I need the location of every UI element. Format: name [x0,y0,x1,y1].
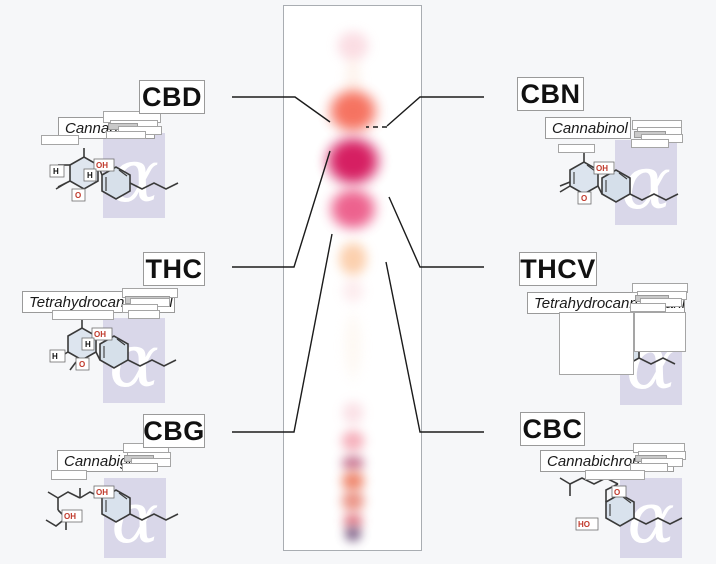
ghost-box-cbd-5 [106,131,146,139]
molecule-cbn: OH O [556,152,701,216]
ghost-box-cbc-5 [630,463,668,472]
molecule-cbc: O HO [548,470,698,542]
ghost-box-cbg-5 [122,463,158,472]
ghost-box-thcv-7 [634,312,686,352]
ghost-box-thcv-6 [559,312,634,375]
ghost-box-cbn-6 [558,144,595,153]
code-box-cbd[interactable]: CBD [139,80,205,114]
ghost-box-cbd-6 [41,135,79,145]
ghost-box-thc-5 [128,310,160,319]
molecule-cbd: OH H H O [46,145,191,215]
ghost-box-cbc-6 [585,470,645,480]
svg-text:O: O [79,360,85,369]
tlc-spot-THC-spot [335,239,370,279]
tlc-lane [284,6,421,550]
molecule-thc: OH H H O [46,318,191,380]
svg-text:O: O [581,194,587,203]
tlc-plate [283,5,422,551]
tlc-spot-THCV-spot [325,185,380,233]
svg-text:O: O [75,191,81,200]
name-box-cbn: Cannabinol [545,117,631,139]
ghost-box-cbn-5 [631,139,669,148]
code-box-cbn[interactable]: CBN [517,77,584,111]
ghost-box-cbg-6 [51,470,87,480]
tlc-spot-CBC-band [339,399,366,427]
code-box-cbc[interactable]: CBC [520,412,585,446]
svg-text:HO: HO [578,520,590,529]
tlc-spot-pale-streak [341,306,364,386]
svg-text:H: H [52,352,58,361]
molecule-cbg: OH OH [40,478,190,542]
code-box-cbg[interactable]: CBG [143,414,205,448]
tlc-spot-CBD-spot [321,133,384,189]
svg-text:OH: OH [94,330,106,339]
svg-text:OH: OH [96,488,108,497]
tlc-spot-faint-spot-1 [339,277,366,305]
svg-text:OH: OH [96,161,108,170]
svg-text:O: O [614,488,620,497]
tlc-spot-CBG-band-upper [338,428,367,454]
svg-text:H: H [53,167,59,176]
svg-text:H: H [85,340,91,349]
svg-text:OH: OH [64,512,76,521]
ghost-box-thcv-5 [630,303,666,312]
tlc-spot-CBN-spot [324,86,381,136]
code-box-thc[interactable]: THC [143,252,205,286]
svg-text:OH: OH [596,164,608,173]
tlc-spot-CBG-band-dark [338,454,367,472]
code-box-thcv[interactable]: THCV [519,252,597,286]
tlc-spot-origin-spot [342,525,363,543]
svg-text:H: H [87,171,93,180]
tlc-spot-origin-band-2 [338,488,367,514]
ghost-box-thc-6 [52,310,114,320]
tlc-spot-solvent-front-spot [333,28,372,64]
